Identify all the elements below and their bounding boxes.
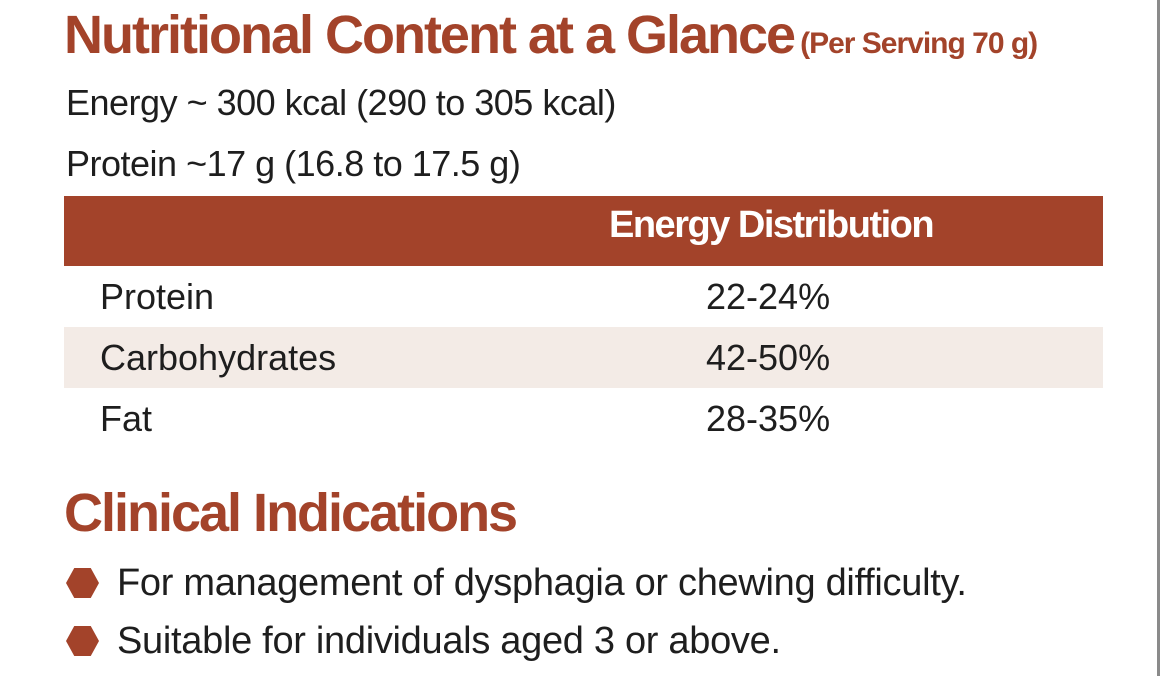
protein-line: Protein ~17 g (16.8 to 17.5 g) <box>66 143 521 184</box>
title-serving-note: (Per Serving 70 g) <box>800 27 1038 60</box>
page-edge-rule <box>1157 0 1160 676</box>
row-name: Fat <box>100 398 153 439</box>
table-row-protein: Protein 22-24% <box>64 266 1103 327</box>
hexagon-bullet-icon <box>66 626 99 656</box>
table-header: Energy Distribution <box>64 196 1103 266</box>
list-item-text: For management of dysphagia or chewing d… <box>117 562 967 604</box>
row-value: 22-24% <box>706 276 831 317</box>
clinical-indications-title: Clinical Indications <box>64 483 518 543</box>
row-value: 42-50% <box>706 337 831 378</box>
energy-distribution-table: Energy Distribution Protein 22-24% Carbo… <box>64 196 1103 449</box>
energy-line: Energy ~ 300 kcal (290 to 305 kcal) <box>66 82 616 123</box>
row-name: Carbohydrates <box>100 337 337 378</box>
table-header-label: Energy Distribution <box>609 204 935 246</box>
row-value: 28-35% <box>706 398 831 439</box>
page-title: Nutritional Content at a Glance (Per Serv… <box>64 4 1038 75</box>
hexagon-bullet-icon <box>66 568 99 598</box>
row-name: Protein <box>100 276 215 317</box>
list-item-text: Suitable for individuals aged 3 or above… <box>117 620 781 662</box>
table-row-carbohydrates: Carbohydrates 42-50% <box>64 327 1103 388</box>
title-main: Nutritional Content at a Glance <box>64 5 796 65</box>
table-row-fat: Fat 28-35% <box>64 388 1103 449</box>
